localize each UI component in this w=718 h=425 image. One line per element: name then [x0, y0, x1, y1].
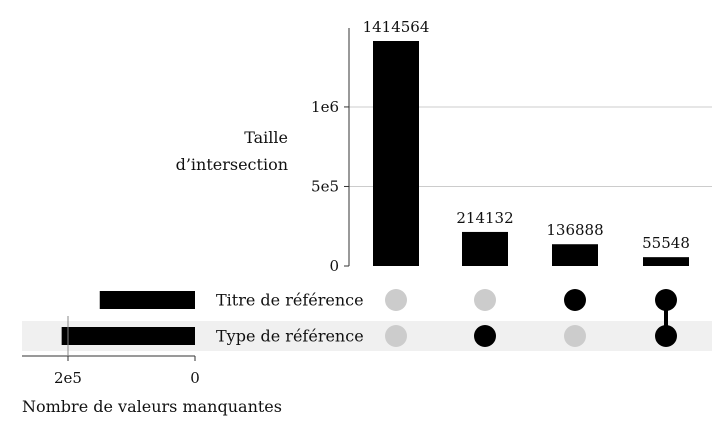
- matrix-dot-active: [564, 289, 586, 311]
- intersection-size-label: 136888: [546, 221, 603, 239]
- set-size-axis-label: Nombre de valeurs manquantes: [22, 397, 282, 416]
- intersection-size-label: 214132: [456, 209, 513, 227]
- matrix-dot-inactive: [385, 289, 407, 311]
- set-name-label: Titre de référence: [216, 291, 364, 310]
- intersection-size-label: 55548: [642, 234, 690, 252]
- matrix-dot-active: [655, 289, 677, 311]
- set-size-bar: [99, 291, 195, 309]
- intersection-bar: [552, 244, 598, 266]
- matrix-dot-inactive: [474, 289, 496, 311]
- y-tick-label: 0: [329, 257, 339, 275]
- set-size-tick-label: 2e5: [54, 369, 82, 387]
- matrix-dot-active: [474, 325, 496, 347]
- y-tick-label: 5e5: [311, 177, 339, 195]
- y-axis-label-line2: d’intersection: [176, 155, 288, 174]
- y-tick-label: 1e6: [311, 98, 339, 116]
- matrix-dot-inactive: [385, 325, 407, 347]
- intersection-bar: [462, 231, 508, 266]
- set-size-tick-label: 0: [190, 369, 200, 387]
- y-axis-label-line1: Taille: [244, 128, 288, 147]
- matrix-dot-inactive: [564, 325, 586, 347]
- set-name-label: Type de référence: [216, 327, 364, 346]
- matrix-dot-active: [655, 325, 677, 347]
- intersection-bar: [643, 257, 689, 266]
- intersection-bar: [373, 41, 419, 266]
- set-size-bar: [61, 327, 196, 345]
- intersection-size-label: 1414564: [363, 18, 430, 36]
